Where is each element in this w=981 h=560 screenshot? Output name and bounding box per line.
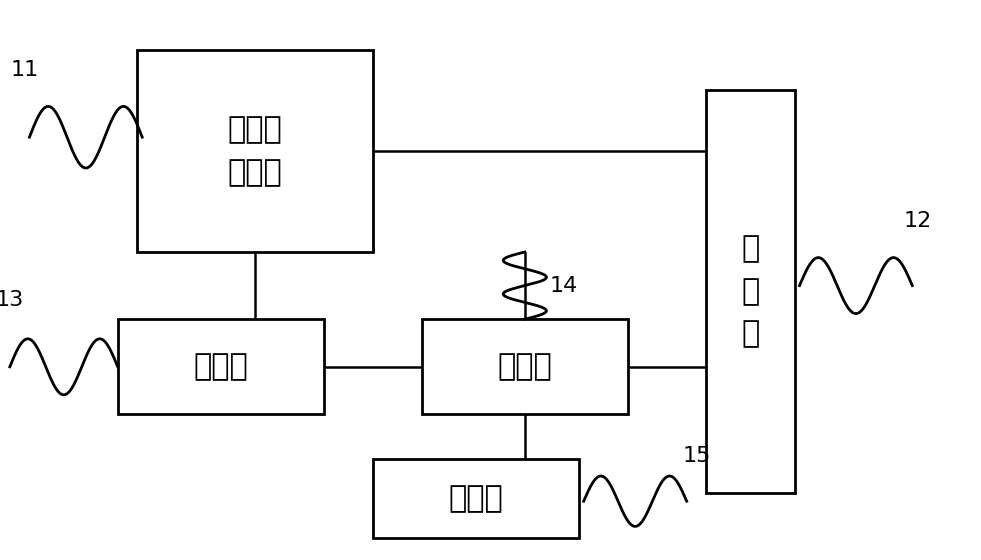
Text: 检测器: 检测器 — [448, 484, 503, 513]
Text: 14: 14 — [549, 276, 578, 296]
Bar — [137, 50, 373, 252]
Bar — [706, 90, 795, 493]
Text: 倍频器: 倍频器 — [193, 352, 248, 381]
Text: 信号源
输入端: 信号源 输入端 — [228, 115, 283, 187]
Text: 混频器: 混频器 — [497, 352, 552, 381]
Bar — [373, 459, 579, 538]
Text: 13: 13 — [0, 290, 24, 310]
Text: 双
工
器: 双 工 器 — [742, 234, 759, 348]
Bar — [422, 319, 628, 414]
Text: 12: 12 — [904, 211, 931, 231]
Text: 11: 11 — [11, 60, 38, 80]
Bar — [118, 319, 324, 414]
Text: 15: 15 — [683, 446, 710, 466]
